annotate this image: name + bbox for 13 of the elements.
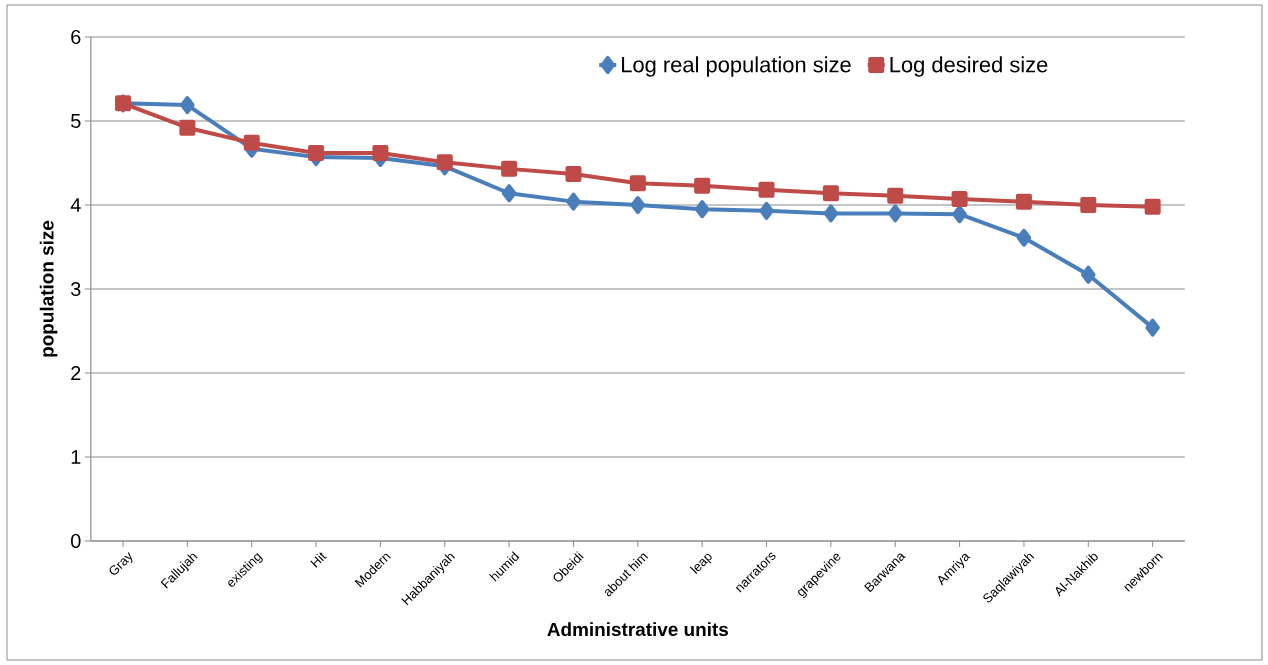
- y-tick-label: 3: [70, 281, 81, 297]
- legend-label: Log desired size: [890, 56, 1048, 77]
- x-axis-title: Administrative units: [547, 622, 729, 637]
- x-tick-label: Hit: [310, 552, 327, 568]
- y-tick-label: 1: [71, 450, 81, 464]
- y-axis-title: population size: [39, 220, 58, 357]
- y-tick-label: 2: [71, 366, 81, 380]
- y-tick-label: 0: [71, 533, 81, 549]
- legend-label: Log real population size: [622, 56, 851, 77]
- y-tick-label: 4: [70, 198, 81, 212]
- y-tick-label: 5: [71, 114, 81, 128]
- x-tick-label: leap: [689, 553, 712, 574]
- y-tick-label: 6: [71, 29, 81, 45]
